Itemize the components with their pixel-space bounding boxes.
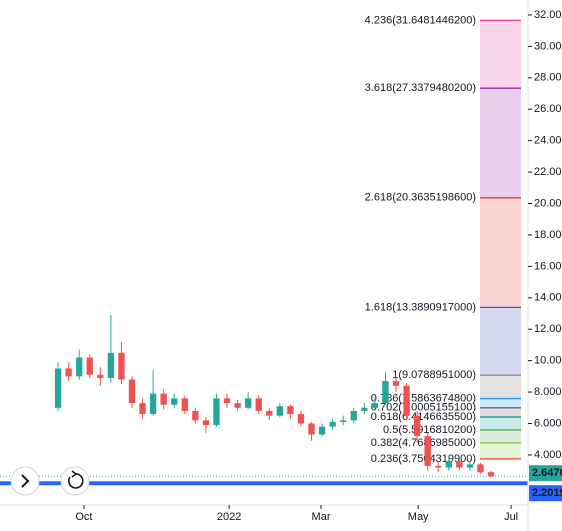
candle-body [128, 379, 136, 404]
fib-zone [480, 88, 521, 198]
fib-zone [480, 197, 521, 308]
price-tag: 2.6470 [532, 467, 562, 479]
scroll-button[interactable] [10, 466, 40, 496]
fib-label: 0.5(5.5916810200) [383, 424, 476, 436]
candle-body [255, 398, 262, 411]
y-tick-label: 30.000 [534, 40, 562, 52]
candle-body [54, 368, 62, 408]
y-tick-label: 6.000 [534, 417, 562, 429]
candle-body [361, 407, 368, 411]
candle-body [86, 357, 93, 375]
fib-label: 0.618(6.4146635500) [371, 411, 476, 423]
candle-body [424, 436, 431, 466]
fib-label: 0.786(7.5863674800) [371, 392, 476, 404]
candle-body [487, 472, 495, 477]
y-tick-label: 26.000 [534, 103, 562, 115]
x-tick-label: Mar [312, 511, 331, 523]
candle-body [382, 381, 389, 404]
fib-label: 0.702(7.0005155100) [371, 402, 476, 414]
candle-body [107, 352, 115, 378]
fib-label: 0.382(4.7686985000) [371, 437, 476, 449]
y-tick-label: 32.000 [534, 9, 562, 21]
y-tick-label: 12.000 [534, 323, 562, 335]
x-tick-label: May [408, 511, 429, 523]
fib-label: 4.236(31.6481446200) [365, 14, 476, 26]
price-tag-bg [529, 485, 562, 502]
candle-body [65, 368, 72, 377]
y-tick-label: 20.000 [534, 197, 562, 209]
candle-body [149, 393, 157, 415]
fib-zone [480, 398, 521, 408]
candle-body [445, 461, 452, 468]
x-tick-label: Jul [504, 511, 518, 523]
y-tick-label: 18.000 [534, 229, 562, 241]
y-tick-label: 16.000 [534, 260, 562, 272]
fib-label: 3.618(27.3379480200) [365, 82, 476, 94]
candle-body [477, 464, 484, 473]
candle-body [234, 403, 241, 408]
candle-body [308, 423, 315, 435]
price-tag: 2.2019 [532, 487, 562, 499]
fib-zone [480, 429, 521, 443]
y-tick-label: 28.000 [534, 72, 562, 84]
y-tick-label: 22.000 [534, 166, 562, 178]
x-tick-label: 2022 [217, 511, 241, 523]
fib-label: 1.618(13.3890917000) [365, 301, 476, 313]
candle-body [171, 398, 178, 405]
scroll-icon [21, 474, 30, 488]
y-tick-label: 8.000 [534, 386, 562, 398]
y-tick-label: 14.000 [534, 292, 562, 304]
candle-body [202, 420, 210, 426]
candle-body [350, 410, 357, 421]
reset-icon [67, 473, 84, 489]
candle-body [318, 426, 326, 435]
candle-body [192, 410, 199, 421]
candle-body [287, 406, 294, 415]
fib-label: 2.618(20.3635198600) [365, 192, 476, 204]
fib-zone [480, 416, 521, 430]
reset-icon-arrow [71, 470, 78, 478]
fib-zone [480, 375, 521, 399]
x-tick-label: Oct [75, 511, 92, 523]
reset-button[interactable] [60, 466, 90, 496]
candle-body [213, 398, 220, 426]
candle-body [466, 464, 474, 468]
candle-body [76, 357, 83, 377]
y-tick-label: 24.000 [534, 135, 562, 147]
candle-body [297, 414, 305, 424]
candle-body [329, 421, 336, 427]
candle-body [97, 374, 104, 378]
fib-zone [480, 407, 521, 417]
candle-body [244, 398, 252, 408]
candle-body [266, 410, 273, 416]
fib-zone [480, 20, 521, 89]
fib-zone [480, 442, 521, 459]
plot-area: 4.236(31.6481446200) 3.618(27.3379480200)… [0, 14, 528, 486]
candle-body [413, 415, 421, 437]
candle-body [276, 406, 284, 416]
candle-body [139, 403, 146, 415]
fib-label: 1(9.0788951000) [392, 369, 476, 381]
reset-button-bg[interactable] [60, 466, 90, 496]
candle-body [371, 403, 379, 408]
y-tick-label: 10.000 [534, 355, 562, 367]
candle-body [435, 465, 442, 468]
candle-body [392, 381, 400, 386]
fib-zone [480, 307, 521, 376]
candle-body [181, 398, 188, 411]
candle-body [403, 385, 410, 416]
candle-body [340, 420, 347, 422]
candle-body [456, 461, 463, 468]
candle-body [160, 393, 167, 405]
y-tick-label: 4.000 [534, 449, 562, 461]
scroll-button-bg[interactable] [10, 466, 40, 496]
candle-body [223, 398, 231, 404]
candle-body [118, 352, 125, 380]
price-tag-bg [529, 465, 562, 482]
